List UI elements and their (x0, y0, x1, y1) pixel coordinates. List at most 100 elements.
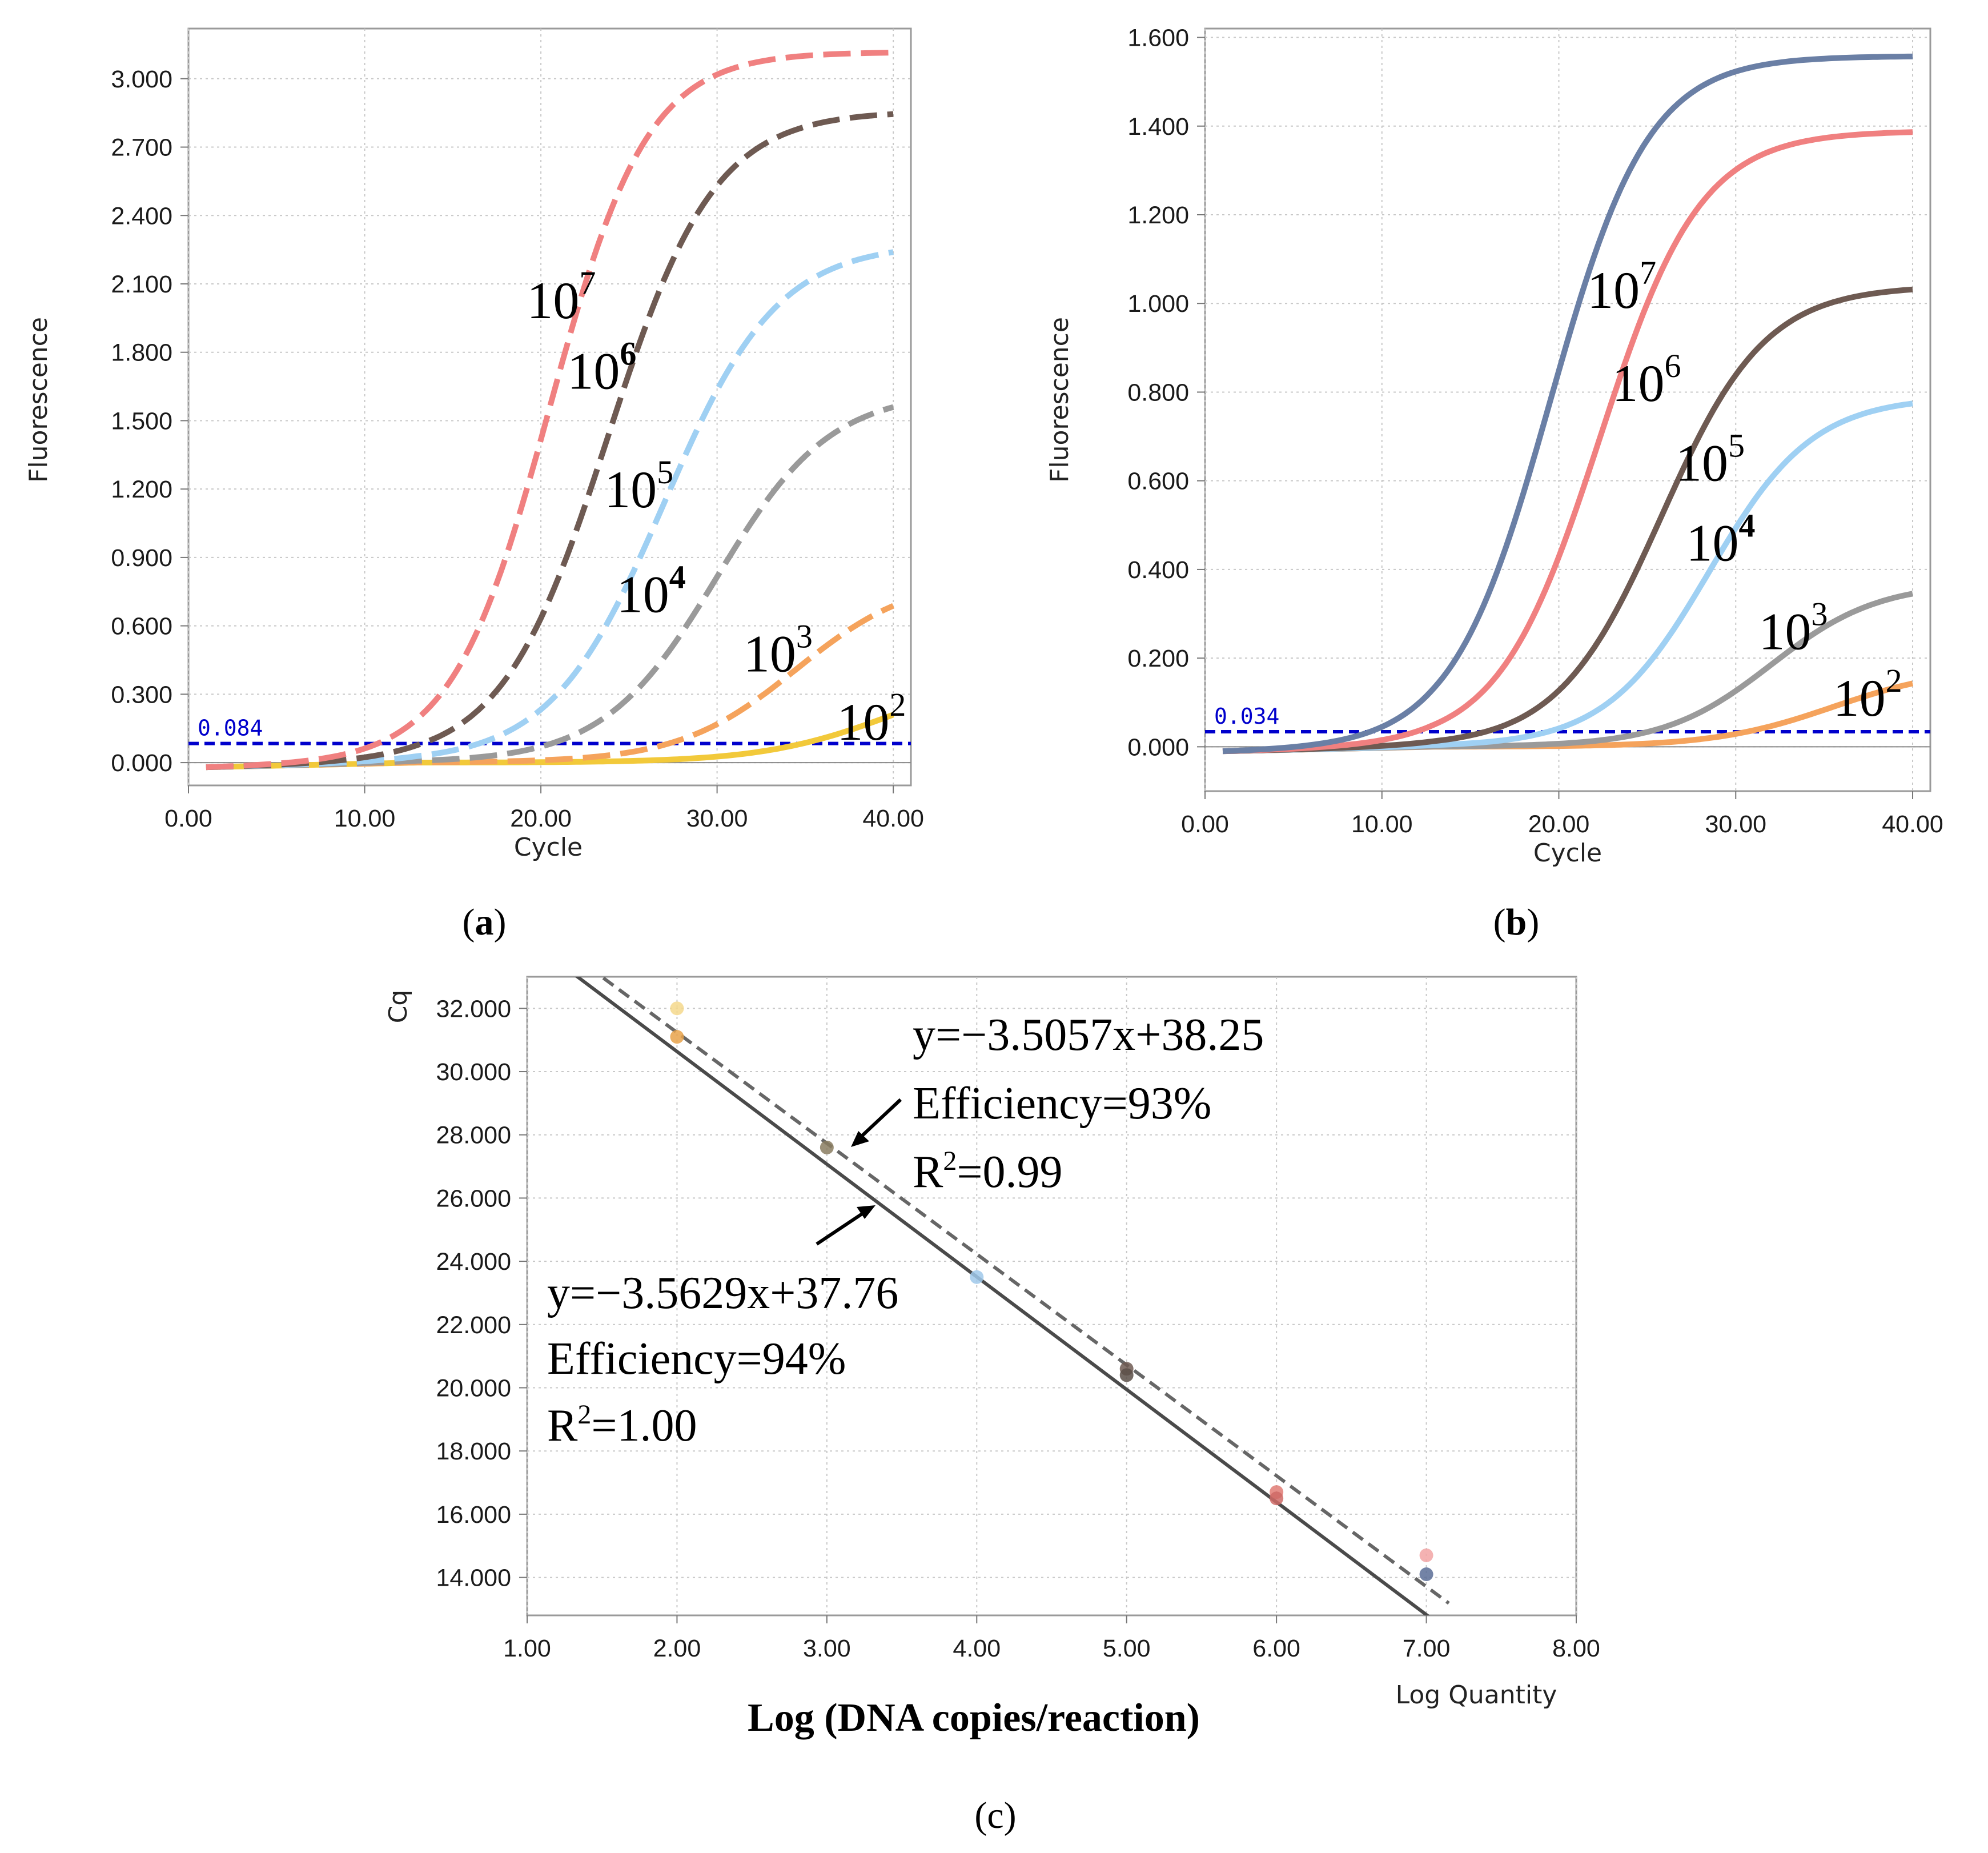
x-tick-label: 10.00 (1351, 811, 1413, 838)
panel-label-a-open: ( (463, 901, 475, 943)
y-tick-label: 1.600 (1127, 25, 1189, 52)
data-point (1419, 1567, 1433, 1582)
y-ticks-c: 14.000 16.000 18.000 20.000 22.000 24.000 26.0… (436, 995, 527, 1592)
y-tick-label: 28.000 (436, 1122, 511, 1149)
panel-label-b-open: ( (1493, 901, 1506, 943)
y-tick-label: 0.200 (1127, 645, 1189, 672)
x-tick-label: 1.00 (503, 1635, 551, 1662)
arrow-solid-fit (816, 1208, 869, 1246)
curve-label: 103 (1759, 596, 1828, 661)
panel-label-a-close: ) (494, 901, 507, 943)
y-tick-label: 22.000 (436, 1311, 511, 1339)
curves-a (206, 50, 895, 771)
data-point (1119, 1368, 1134, 1382)
r2-solid-value: =1.00 (591, 1401, 697, 1451)
curve-label: 106 (1612, 347, 1681, 412)
curve-label: 102 (837, 686, 906, 751)
y-tick-label: 2.100 (111, 271, 172, 298)
x-axis-label-c: Log (DNA copies/reaction) (748, 1696, 1200, 1740)
amplification-curve (206, 111, 894, 771)
amplification-curve (1222, 53, 1913, 755)
y-tick-label: 1.800 (111, 339, 172, 367)
curve-label: 107 (527, 264, 596, 330)
x-axis-secondary-label-c: Log Quantity (1396, 1680, 1557, 1710)
curve-label-base: 10 (604, 460, 657, 519)
equation-dashed-fit: y=−3.5057x+38.25 (913, 1010, 1264, 1060)
x-ticks-c: 1.00 2.00 3.00 4.00 5.00 6.00 7.00 8.00 (503, 1615, 1600, 1662)
y-tick-label: 30.000 (436, 1058, 511, 1086)
r2-dashed-r: R (913, 1147, 943, 1197)
curve-label-base: 10 (1833, 669, 1886, 727)
x-ticks-b: 0.00 10.00 20.00 30.00 40.00 (1181, 791, 1943, 838)
arrowhead-solid-fit (857, 1205, 875, 1219)
y-tick-label: 24.000 (436, 1248, 511, 1276)
equation-solid-fit: y=−3.5629x+37.76 (547, 1268, 898, 1318)
y-tick-label: 3.000 (111, 66, 172, 93)
curve-label-base: 10 (837, 693, 889, 751)
threshold-b: 0.034 (1205, 704, 1930, 733)
panel-label-a-letter: a (475, 901, 494, 943)
plot-area-b (1204, 27, 1931, 792)
curve-label: 102 (1833, 662, 1902, 727)
curve-label: 105 (1676, 427, 1745, 492)
x-tick-label: 4.00 (953, 1635, 1001, 1662)
amplification-curve (1222, 129, 1913, 755)
curve-label-exponent: 3 (1812, 596, 1828, 633)
threshold-label: 0.084 (198, 716, 263, 741)
y-tick-label: 1.200 (1127, 202, 1189, 229)
curve-label-base: 10 (567, 342, 620, 400)
fit-line-solid (575, 977, 1431, 1615)
curve-label-base: 10 (1759, 603, 1812, 661)
amplification-curve (206, 50, 894, 771)
r2-solid-r: R (547, 1401, 578, 1451)
r2-dashed-value: =0.99 (957, 1147, 1062, 1197)
panel-c: 14.00016.00018.00020.00022.00024.00026.0… (384, 976, 1600, 1836)
x-tick-label: 2.00 (653, 1635, 701, 1662)
curve-label-exponent: 7 (1640, 254, 1656, 291)
curve-label: 104 (617, 559, 686, 624)
x-tick-label: 40.00 (862, 805, 924, 832)
x-tick-label: 20.00 (1528, 811, 1590, 838)
data-point (1270, 1491, 1284, 1506)
curve-label: 103 (744, 617, 813, 683)
r2-solid-fit: R2=1.00 (547, 1399, 697, 1451)
curve-label-exponent: 5 (657, 454, 673, 491)
curve-label-exponent: 2 (889, 686, 906, 723)
curve-label-exponent: 4 (1739, 507, 1756, 544)
y-tick-label: 2.700 (111, 134, 172, 162)
curve-label-exponent: 7 (579, 264, 596, 302)
curve-label-base: 10 (617, 565, 669, 624)
curve-label-base: 10 (1612, 354, 1664, 412)
panel-label-c-letter: c (987, 1795, 1003, 1836)
r2-solid-sup: 2 (577, 1399, 591, 1430)
x-axis-label-a: Cycle (514, 833, 583, 862)
curve-label-exponent: 6 (1664, 347, 1681, 384)
y-tick-label: 0.000 (111, 749, 172, 777)
x-tick-label: 40.00 (1882, 811, 1943, 838)
threshold-label: 0.034 (1214, 704, 1279, 729)
panel-label-b: (b) (1493, 901, 1540, 943)
y-tick-label: 0.000 (1127, 733, 1189, 761)
curve-label: 107 (1587, 254, 1656, 319)
curve-label: 104 (1686, 507, 1756, 572)
x-ticks-a: 0.00 10.00 20.00 30.00 40.00 (164, 785, 924, 832)
x-tick-label: 20.00 (510, 805, 572, 832)
curve-label-base: 10 (527, 271, 579, 330)
data-point (670, 1001, 684, 1016)
panel-label-b-letter: b (1506, 901, 1527, 943)
fit-lines-c (575, 977, 1450, 1615)
plot-area-c (526, 976, 1577, 1617)
y-tick-label: 26.000 (436, 1185, 511, 1212)
curve-label-exponent: 5 (1728, 427, 1745, 464)
x-tick-label: 7.00 (1403, 1635, 1451, 1662)
curve-label-base: 10 (1686, 514, 1739, 572)
arrowhead-dashed-fit (851, 1131, 869, 1147)
panel-label-c-open: ( (974, 1795, 987, 1836)
curve-label-base: 10 (1676, 434, 1728, 492)
grid-c (527, 977, 1577, 1615)
y-tick-label: 0.600 (1127, 468, 1189, 495)
y-axis-label-b: Fluorescence (1045, 317, 1074, 483)
x-tick-label: 30.00 (1705, 811, 1766, 838)
